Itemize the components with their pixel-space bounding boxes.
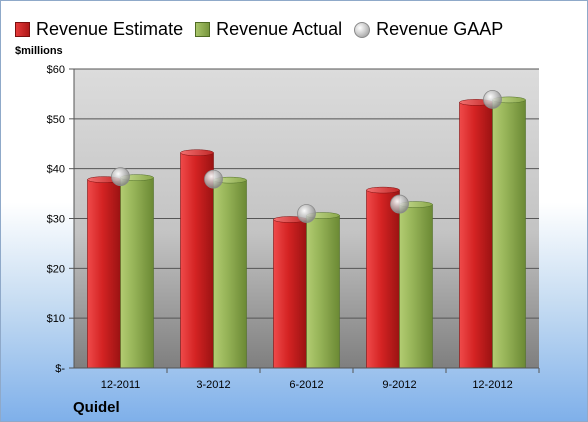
- legend-label-actual: Revenue Actual: [216, 19, 343, 39]
- x-tick-label: 9-2012: [382, 379, 416, 391]
- marker-revenue-gaap: [204, 169, 223, 189]
- legend-entry-estimate: Revenue Estimate: [15, 19, 183, 40]
- bar-revenue-estimate-cap: [180, 149, 214, 156]
- legend: Revenue Estimate Revenue Actual Revenue …: [15, 19, 515, 40]
- y-tick-label: $60: [47, 64, 65, 76]
- marker-revenue-gaap: [390, 194, 409, 214]
- legend-label-estimate: Revenue Estimate: [36, 19, 184, 39]
- legend-entry-gaap: Revenue GAAP: [354, 19, 503, 40]
- legend-swatch-gaap: [354, 21, 371, 38]
- bar-revenue-actual: [120, 177, 154, 369]
- marker-revenue-gaap: [483, 89, 502, 109]
- bar-revenue-actual: [213, 179, 247, 369]
- bar-revenue-estimate: [180, 152, 214, 369]
- bar-revenue-estimate: [459, 102, 493, 369]
- marker-revenue-gaap: [297, 204, 316, 223]
- x-tick-label: 3-2012: [196, 379, 230, 391]
- y-tick-label: $30: [47, 214, 65, 226]
- legend-entry-actual: Revenue Actual: [195, 19, 342, 40]
- legend-swatch-estimate: [15, 22, 30, 37]
- y-tick-label: $-: [55, 363, 65, 375]
- bar-revenue-estimate-cap: [366, 186, 400, 194]
- marker-revenue-gaap: [111, 167, 130, 187]
- x-tick-label: 12-2012: [472, 379, 512, 391]
- bar-revenue-estimate: [273, 219, 307, 369]
- company-name: Quidel: [73, 399, 120, 416]
- bar-revenue-actual: [399, 204, 433, 369]
- legend-swatch-actual: [195, 22, 211, 37]
- y-tick-label: $50: [47, 114, 65, 126]
- y-tick-label: $20: [47, 263, 65, 275]
- bar-revenue-estimate: [87, 179, 121, 369]
- y-tick-label: $10: [47, 313, 65, 325]
- x-tick-label: 12-2011: [101, 379, 141, 391]
- x-tick-label: 6-2012: [289, 379, 323, 391]
- y-axis-unit-label: $millions: [15, 45, 63, 57]
- bar-revenue-estimate: [366, 189, 400, 369]
- bar-revenue-actual: [492, 99, 526, 369]
- y-tick-label: $40: [47, 164, 65, 176]
- bar-revenue-actual: [306, 215, 340, 369]
- legend-label-gaap: Revenue GAAP: [376, 19, 504, 39]
